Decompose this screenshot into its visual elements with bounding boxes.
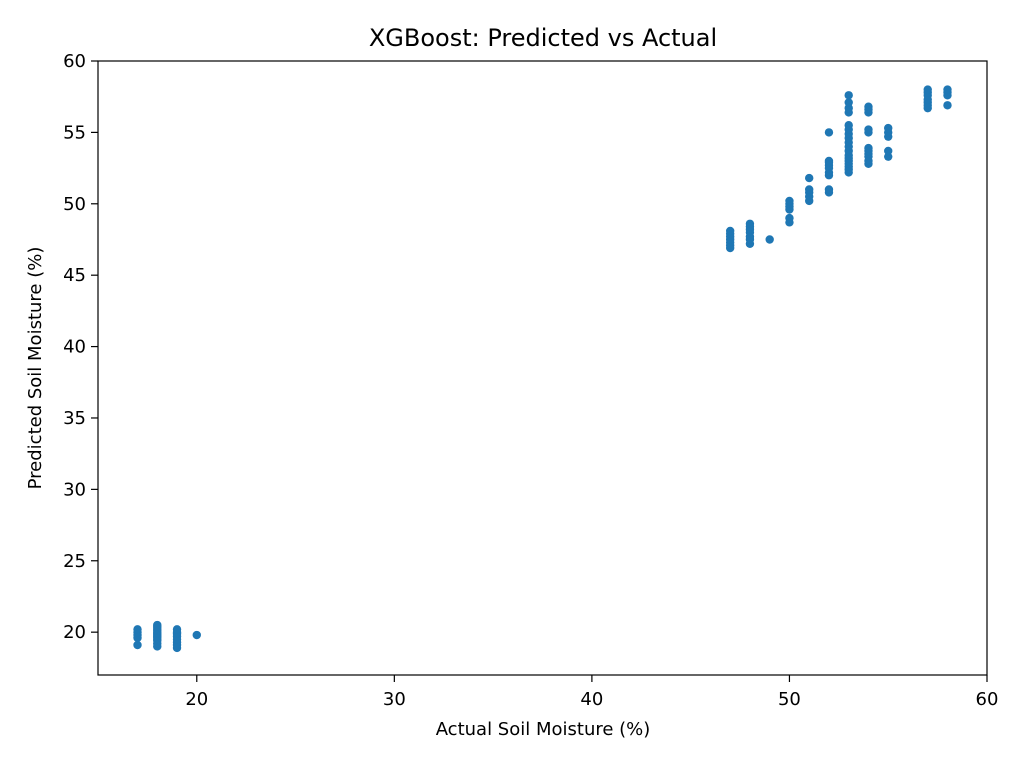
scatter-point	[824, 156, 834, 166]
chart-title: XGBoost: Predicted vs Actual	[369, 24, 717, 52]
x-tick-label: 60	[976, 689, 999, 710]
scatter-point	[864, 143, 873, 153]
scatter-point	[864, 102, 873, 111]
y-tick-label: 40	[63, 337, 86, 358]
scatter-point	[153, 620, 162, 630]
scatter-point	[884, 123, 893, 133]
scatter-point	[884, 146, 893, 156]
x-tick-label: 20	[185, 689, 208, 710]
scatter-point	[765, 235, 774, 244]
x-tick-label: 40	[580, 689, 603, 710]
y-tick-label: 25	[63, 551, 86, 572]
scatter-point	[745, 219, 755, 228]
scatter-point	[192, 630, 201, 640]
y-tick-label: 35	[63, 408, 86, 429]
x-tick-label: 50	[778, 689, 801, 710]
y-tick-label: 55	[63, 122, 86, 143]
scatter-point	[785, 196, 794, 206]
axis-ticks: 20 30 40 50 60 20 25 30 35 40 45 50 55 60	[63, 51, 998, 710]
x-tick-label: 30	[383, 689, 406, 710]
x-axis-label: Actual Soil Moisture (%)	[436, 719, 651, 740]
y-tick-label: 60	[63, 51, 86, 72]
scatter-point	[864, 125, 873, 134]
scatter-point	[133, 640, 142, 650]
y-tick-label: 50	[63, 194, 86, 215]
y-axis-label: Predicted Soil Moisture (%)	[25, 247, 46, 490]
plot-area-frame	[97, 60, 988, 676]
scatter-point	[844, 91, 853, 100]
scatter-point	[844, 98, 853, 107]
y-tick-label: 45	[63, 265, 86, 286]
scatter-point	[943, 85, 952, 94]
data-points	[133, 85, 952, 653]
scatter-point	[824, 185, 834, 194]
scatter-point	[805, 185, 814, 194]
scatter-point	[785, 213, 794, 223]
y-tick-label: 20	[63, 622, 86, 643]
scatter-point	[133, 625, 142, 634]
scatter-point	[725, 226, 735, 236]
y-tick-label: 30	[63, 479, 86, 500]
scatter-point	[943, 101, 952, 110]
scatter-point	[805, 173, 814, 183]
scatter-point	[923, 85, 932, 94]
scatter-point	[844, 121, 853, 130]
scatter-point	[172, 625, 182, 634]
scatter-point	[824, 128, 834, 137]
